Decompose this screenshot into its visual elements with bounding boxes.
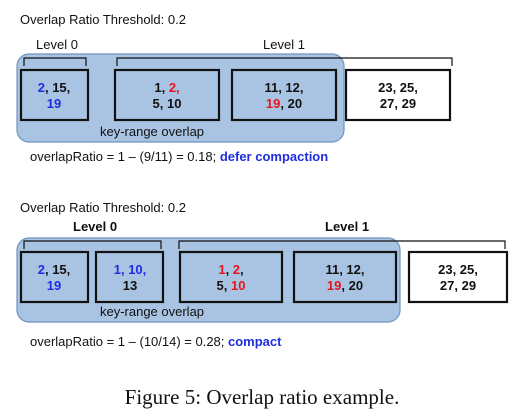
bottom-level0-file-2-keys-line2: 13 — [123, 278, 137, 293]
bottom-formula: overlapRatio = 1 – (10/14) = 0.28; compa… — [30, 334, 282, 349]
top-level0-file-keys-line1: 2, 15, — [38, 80, 71, 95]
bottom-level0-file-1-keys-line2: 19 — [47, 278, 61, 293]
bottom-level1-file-1-keys-line2: 5, 10 — [217, 278, 246, 293]
bottom-level1-file-2-keys-line2: 19, 20 — [327, 278, 363, 293]
top-level1-file-3 — [346, 70, 450, 120]
bottom-level0-file-2-keys-line1: 1, 10, — [114, 262, 147, 277]
bottom-level0-file-1 — [21, 252, 88, 302]
top-formula: overlapRatio = 1 – (9/11) = 0.18; defer … — [30, 149, 328, 164]
figure-caption: Figure 5: Overlap ratio example. — [125, 385, 400, 409]
bottom-level0-file-1-keys-line1: 2, 15, — [38, 262, 71, 277]
bottom-level1-file-3-keys-line2: 27, 29 — [440, 278, 476, 293]
bottom-overlap-label: key-range overlap — [100, 304, 204, 319]
top-level1-file-3-keys-line2: 27, 29 — [380, 96, 416, 111]
top-threshold-label: Overlap Ratio Threshold: 0.2 — [20, 12, 186, 27]
top-level1-file-2-keys-line2: 19, 20 — [266, 96, 302, 111]
top-level0-label: Level 0 — [36, 37, 78, 52]
bottom-level1-file-1-keys-line1: 1, 2, — [218, 262, 243, 277]
bottom-level1-label: Level 1 — [325, 219, 369, 234]
top-level1-file-1-keys-line1: 1, 2, — [154, 80, 179, 95]
top-level1-file-1 — [115, 70, 219, 120]
top-overlap-label: key-range overlap — [100, 124, 204, 139]
top-level0-file — [21, 70, 88, 120]
top-level1-file-3-keys-line1: 23, 25, — [378, 80, 418, 95]
top-level1-file-1-keys-line2: 5, 10 — [153, 96, 182, 111]
top-level1-file-2-keys-line1: 11, 12, — [264, 80, 303, 95]
top-level1-label: Level 1 — [263, 37, 305, 52]
bottom-level0-label: Level 0 — [73, 219, 117, 234]
bottom-level1-file-1 — [180, 252, 282, 302]
bottom-level0-file-2 — [96, 252, 163, 302]
bottom-level1-file-2-keys-line1: 11, 12, — [325, 262, 364, 277]
bottom-threshold-label: Overlap Ratio Threshold: 0.2 — [20, 200, 186, 215]
bottom-level1-file-2 — [294, 252, 396, 302]
bottom-level1-file-3 — [409, 252, 507, 302]
bottom-level1-file-3-keys-line1: 23, 25, — [438, 262, 478, 277]
top-level0-file-keys-line2: 19 — [47, 96, 61, 111]
top-level1-file-2 — [232, 70, 336, 120]
